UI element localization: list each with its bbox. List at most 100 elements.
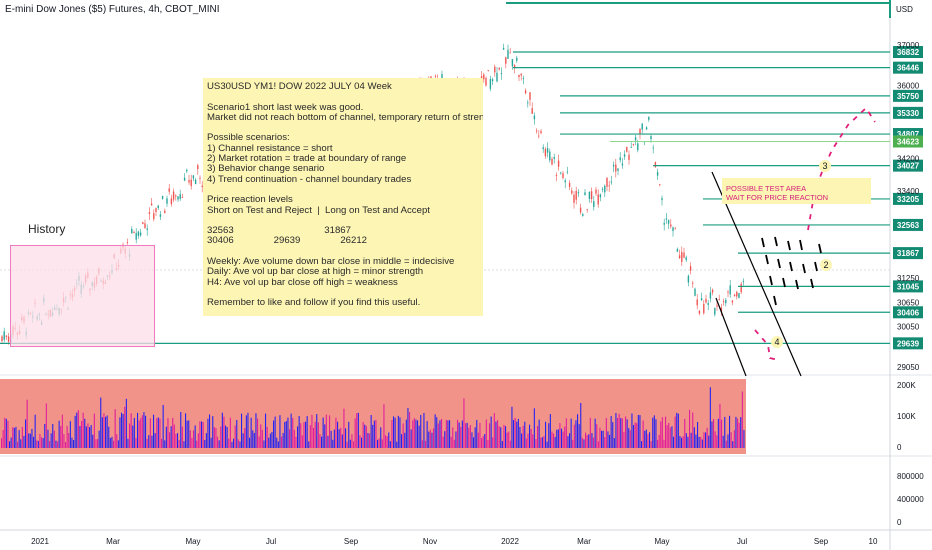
volume-bar: [573, 424, 575, 448]
volume-bar: [213, 427, 215, 448]
svg-text:32563: 32563: [897, 221, 920, 230]
volume-bar: [127, 438, 129, 448]
volume-bar: [729, 415, 731, 448]
x-tick-label: 2022: [501, 537, 519, 546]
volume-bar: [580, 402, 582, 448]
volume-bar: [116, 434, 118, 448]
volume-bar: [186, 420, 188, 448]
volume-bar: [223, 416, 225, 448]
volume-bar: [84, 418, 86, 448]
volume-bar: [111, 436, 113, 448]
volume-bar: [589, 417, 591, 448]
candle-body: [586, 209, 588, 211]
volume-bar: [79, 425, 81, 448]
candle-body: [588, 191, 591, 199]
volume-bar: [418, 425, 420, 448]
candle-body: [557, 160, 560, 167]
volume-bar: [575, 420, 577, 448]
volume-bar: [193, 430, 195, 448]
volume-bar: [690, 432, 692, 448]
volume-bar: [492, 437, 494, 448]
candle-body: [553, 157, 555, 159]
candle-body: [577, 192, 580, 194]
volume-bar: [596, 424, 598, 448]
svg-text:36832: 36832: [897, 48, 920, 57]
candle-body: [637, 143, 639, 151]
volume-bar: [714, 431, 716, 448]
volume-bar: [597, 441, 599, 448]
volume-bar: [194, 425, 196, 448]
candle-body: [181, 197, 184, 198]
volume-bar: [642, 420, 644, 448]
volume-bar: [221, 412, 223, 448]
volume-bar: [535, 438, 537, 448]
volume-bar: [169, 432, 171, 448]
volume-bar: [708, 435, 710, 448]
volume-bar: [674, 416, 676, 448]
volume-bar: [98, 430, 100, 448]
svg-text:31867: 31867: [897, 249, 920, 258]
volume-bar: [615, 412, 617, 448]
volume-bar: [9, 441, 11, 448]
volume-bar: [733, 430, 735, 448]
candle-body: [575, 190, 577, 200]
volume-bar: [65, 441, 67, 448]
volume-bar: [509, 440, 511, 448]
volume-tick-label: 0: [897, 443, 902, 452]
volume-bar: [460, 426, 462, 448]
candle-body: [522, 77, 525, 79]
volume-bar: [45, 403, 47, 448]
x-tick-label: 10: [869, 537, 878, 546]
volume-bar: [498, 426, 500, 448]
volume-bar: [621, 418, 623, 448]
candle-body: [5, 335, 8, 337]
candle-body: [661, 198, 663, 201]
volume-bar: [431, 432, 433, 448]
test-area-text: POSSIBLE TEST AREA WAIT FOR PRICE REACTI…: [726, 184, 829, 202]
candle-body: [531, 108, 533, 114]
volume-bar: [612, 422, 614, 448]
candle-body: [652, 147, 654, 149]
volume-bar: [7, 420, 9, 448]
candle-body: [148, 212, 151, 215]
candle-body: [483, 74, 485, 80]
volume-bar: [191, 437, 193, 448]
volume-bar: [47, 429, 49, 448]
scenario-dash-black: [765, 254, 769, 265]
volume-bar: [261, 429, 263, 448]
candle-body: [595, 189, 597, 194]
candle-body: [513, 65, 516, 68]
volume-bar: [588, 434, 590, 448]
volume-bar: [141, 415, 143, 448]
volume-bar: [301, 435, 303, 448]
volume-bar: [409, 412, 411, 448]
candle-body: [672, 227, 674, 232]
volume-bar: [121, 412, 123, 448]
candle-body: [601, 188, 604, 190]
candle-body: [714, 307, 716, 315]
volume-bar: [450, 436, 452, 448]
candle-body: [645, 127, 648, 130]
candle-body: [711, 289, 714, 293]
volume-bar: [725, 440, 727, 448]
volume-bar: [26, 399, 28, 448]
candle-body: [1, 336, 3, 342]
svg-text:35330: 35330: [897, 109, 920, 118]
volume-bar: [164, 440, 166, 448]
candle-body: [505, 57, 507, 64]
volume-bar: [449, 420, 451, 448]
volume-bar: [49, 441, 51, 448]
volume-bar: [593, 437, 595, 448]
volume-bar: [337, 421, 339, 448]
volume-bar: [18, 430, 20, 448]
volume-bar: [367, 433, 369, 448]
test-area-zone: [722, 178, 871, 204]
volume-bar: [381, 439, 383, 448]
x-tick-label: May: [654, 537, 669, 546]
scenario-dash-black: [774, 236, 778, 247]
volume-bar: [2, 430, 4, 448]
x-tick-label: Jul: [737, 537, 747, 546]
volume-bar: [577, 414, 579, 448]
volume-bar: [23, 435, 25, 448]
volume-bar: [95, 439, 97, 448]
